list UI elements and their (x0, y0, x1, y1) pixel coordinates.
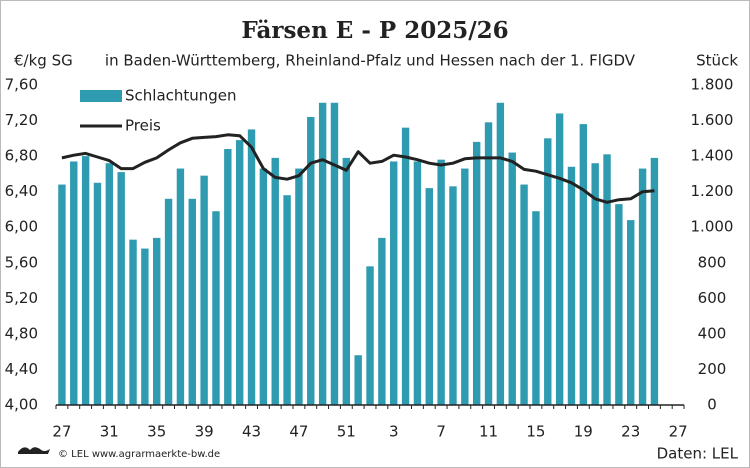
bar (401, 127, 410, 406)
bar (615, 204, 623, 405)
y2-tick-label: 1.600 (691, 111, 734, 129)
logo (18, 447, 50, 454)
bar (579, 124, 588, 405)
y2-tick-label: 600 (698, 289, 727, 307)
bar (461, 168, 469, 405)
y-tick-label: 7,20 (5, 111, 38, 129)
x-tick-label: 39 (195, 423, 214, 441)
bar (532, 211, 540, 405)
bar (295, 168, 303, 405)
bar (472, 141, 481, 405)
y2-tick-label: 1.400 (691, 147, 734, 165)
y-tick-label: 6,40 (5, 182, 38, 200)
subtitle: in Baden-Württemberg, Rheinland-Pfalz un… (105, 52, 636, 70)
bar (105, 163, 114, 405)
y2-tick-label: 400 (698, 324, 727, 342)
bar (70, 161, 78, 405)
legend-label: Preis (125, 117, 161, 135)
bar (378, 237, 386, 405)
bar (141, 248, 149, 405)
bar (200, 175, 208, 405)
legend-label: Schlachtungen (125, 87, 237, 105)
bar (283, 195, 291, 405)
x-tick-label: 27 (52, 423, 71, 441)
legend-swatch (80, 90, 122, 102)
y-axis-label: €/kg SG (14, 52, 73, 70)
y2-tick-label: 1.000 (691, 218, 734, 236)
bar (366, 266, 374, 405)
footer-right: Daten: LEL (657, 445, 739, 463)
bar (247, 129, 256, 405)
bar (188, 198, 196, 405)
bar (449, 186, 457, 405)
bar (555, 113, 564, 405)
y-tick-label: 4,00 (5, 396, 38, 414)
bar (627, 220, 635, 405)
bar (520, 184, 528, 405)
x-tick-label: 11 (479, 423, 498, 441)
y2-tick-label: 800 (698, 253, 727, 271)
bar (271, 157, 279, 405)
x-tick-label: 31 (100, 423, 119, 441)
price-line (61, 133, 655, 204)
bar (603, 154, 611, 405)
y-tick-label: 4,80 (5, 324, 38, 342)
x-tick-label: 19 (574, 423, 593, 441)
bar (330, 102, 339, 406)
y-tick-label: 6,80 (5, 147, 38, 165)
bar (638, 168, 647, 405)
bar (307, 117, 315, 405)
bar (496, 102, 505, 406)
x-tick-label: 23 (621, 423, 640, 441)
y-tick-label: 5,20 (5, 289, 38, 307)
x-tick-label: 35 (147, 423, 166, 441)
bar (81, 156, 90, 405)
x-tick-label: 43 (242, 423, 261, 441)
bar (342, 157, 351, 405)
bar (354, 355, 362, 405)
x-tick-label: 15 (526, 423, 545, 441)
bar (58, 184, 66, 405)
y2-axis-label: Stück (696, 52, 738, 70)
y2-tick-label: 200 (698, 360, 727, 378)
chart-title: Färsen E - P 2025/26 (241, 17, 508, 44)
y2-tick-label: 1.800 (691, 76, 734, 94)
x-tick-label: 27 (669, 423, 688, 441)
bar (93, 182, 102, 405)
y-tick-label: 4,40 (5, 360, 38, 378)
bar (176, 168, 185, 405)
y-tick-label: 5,60 (5, 253, 38, 271)
bar (164, 198, 173, 405)
y2-tick-label: 0 (707, 396, 717, 414)
bar (129, 239, 137, 405)
bar (650, 157, 659, 405)
bar (153, 237, 161, 405)
bar (117, 172, 125, 405)
y-tick-label: 6,00 (5, 218, 38, 236)
footer-left: © LEL www.agrarmaerkte-bw.de (58, 449, 220, 460)
bar (413, 161, 422, 405)
bar (212, 211, 220, 405)
bar (484, 122, 493, 405)
bar (235, 140, 244, 405)
bar (508, 152, 516, 405)
bar (544, 138, 552, 406)
bar (318, 102, 327, 406)
bar (425, 188, 433, 405)
y-tick-label: 7,60 (5, 76, 38, 94)
bar (224, 149, 232, 405)
x-tick-label: 3 (389, 423, 399, 441)
bar (437, 159, 445, 405)
bar (567, 166, 576, 405)
x-tick-label: 47 (289, 423, 308, 441)
bar (591, 163, 599, 405)
bar (259, 168, 268, 405)
y2-tick-label: 1.200 (691, 182, 734, 200)
x-tick-label: 51 (337, 423, 356, 441)
bar (390, 161, 398, 405)
x-tick-label: 7 (436, 423, 446, 441)
